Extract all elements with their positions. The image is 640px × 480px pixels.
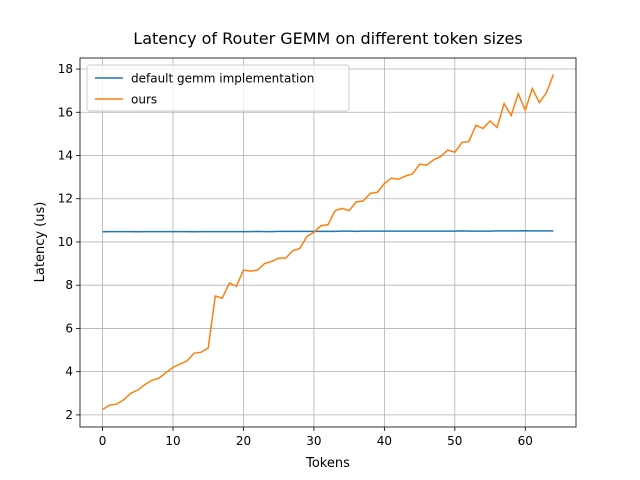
x-tick-label: 0 [99,434,107,448]
x-tick-label: 60 [518,434,533,448]
x-tick-label: 30 [306,434,321,448]
y-tick-label: 4 [65,365,73,379]
x-tick-label: 10 [165,434,180,448]
y-tick-label: 14 [58,148,73,162]
line-series [102,74,555,411]
plot-frame [79,57,577,428]
y-tick-label: 2 [65,408,73,422]
legend-box [86,64,350,112]
y-tick-label: 6 [65,321,73,335]
x-tick-label: 20 [236,434,251,448]
chart-title: Latency of Router GEMM on different toke… [133,29,522,48]
y-tick-label: 8 [65,278,73,292]
x-axis-label: Tokens [305,456,350,471]
y-tick-label: 16 [58,105,73,119]
line-series [102,229,554,233]
y-axis-label: Latency (us) [33,202,48,283]
y-tick-label: 12 [58,192,73,206]
y-tick-label: 18 [58,62,73,76]
y-tick-label: 10 [58,235,73,249]
x-tick-label: 40 [377,434,392,448]
x-tick-label: 50 [447,434,462,448]
legend-label: ours [131,93,157,107]
legend-label: default gemm implementation [131,72,314,86]
